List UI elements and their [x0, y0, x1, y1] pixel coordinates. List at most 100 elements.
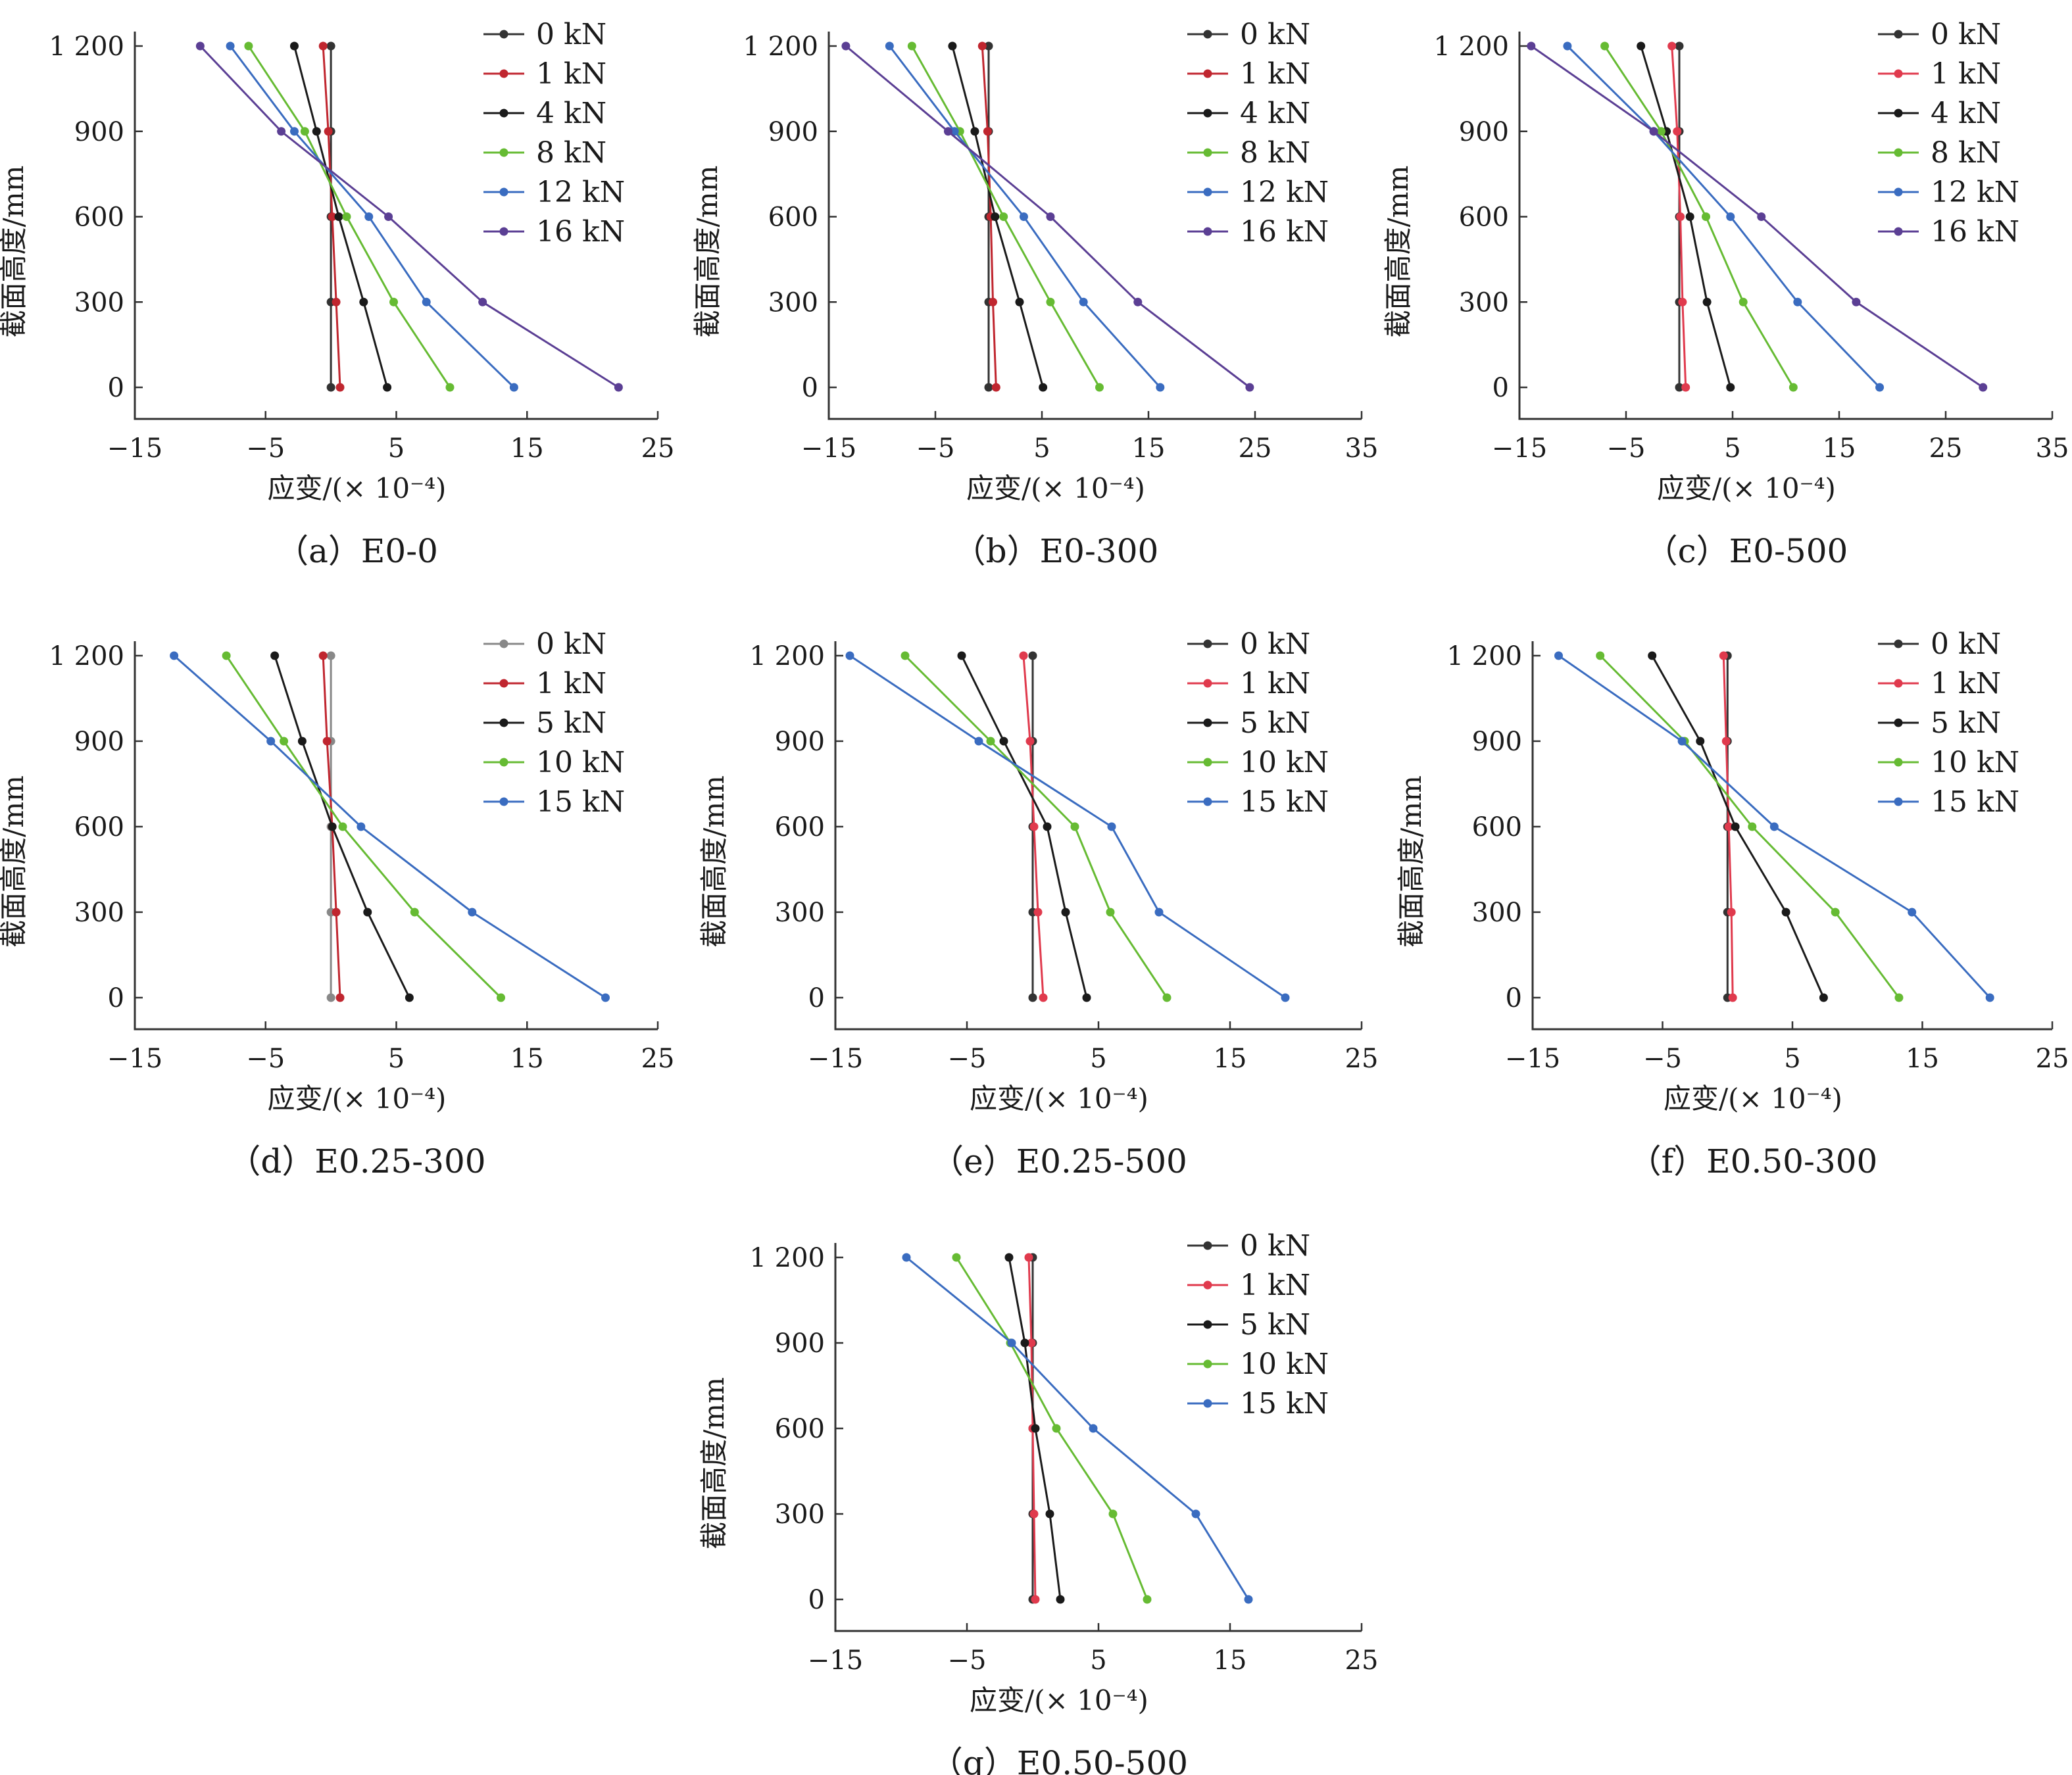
data-point — [1025, 737, 1035, 746]
data-point — [1702, 212, 1710, 221]
legend-marker — [1894, 109, 1903, 118]
legend-label: 15 kN — [536, 785, 625, 819]
panel-caption: （e）E0.25-500 — [931, 1142, 1187, 1180]
legend-marker — [1894, 679, 1903, 688]
y-tick-label: 600 — [1472, 812, 1522, 842]
legend-marker — [1203, 187, 1212, 197]
data-point — [1031, 1424, 1040, 1433]
y-tick-label: 600 — [1459, 203, 1509, 233]
data-point — [322, 737, 332, 746]
data-point — [1527, 41, 1536, 51]
legend-marker — [1894, 30, 1903, 39]
legend-marker — [1203, 1320, 1212, 1329]
x-tick-label: 15 — [1132, 433, 1166, 464]
data-point — [952, 1253, 961, 1262]
legend-label: 12 kN — [1240, 176, 1329, 209]
data-point — [1908, 908, 1917, 917]
x-axis-label: 应变/(× 10⁻⁴) — [966, 472, 1145, 504]
data-point — [363, 908, 372, 917]
data-point — [1726, 383, 1735, 392]
data-point — [1894, 993, 1904, 1002]
legend-label: 8 kN — [1931, 136, 2001, 170]
data-point — [1831, 908, 1840, 917]
legend-marker — [1203, 639, 1212, 648]
data-point — [983, 127, 992, 136]
data-point — [1004, 1253, 1014, 1262]
x-tick-label: 25 — [1345, 1044, 1379, 1074]
y-axis-label: 截面高度/mm — [1382, 166, 1414, 338]
data-point — [357, 822, 366, 831]
x-tick-label: 25 — [641, 433, 675, 464]
legend: 0 kN 1 kN 5 kN 10 kN 15 kN — [1878, 627, 2019, 819]
data-point — [266, 737, 276, 746]
legend-label: 10 kN — [1240, 746, 1329, 779]
y-tick-label: 0 — [808, 1585, 825, 1615]
x-tick-label: 25 — [1239, 433, 1272, 464]
data-point — [1191, 1509, 1200, 1519]
x-tick-label: 15 — [1906, 1044, 1939, 1074]
panel-caption: （f）E0.50-300 — [1629, 1142, 1878, 1180]
legend-marker — [499, 148, 508, 157]
data-point — [1046, 212, 1055, 221]
data-point — [907, 41, 916, 51]
data-point — [974, 737, 983, 746]
data-point — [270, 651, 280, 660]
series-15-kN — [845, 651, 1290, 1002]
data-point — [342, 212, 351, 221]
legend-marker — [1203, 69, 1212, 78]
series-15-kN — [1554, 651, 1994, 1002]
legend-marker — [499, 639, 508, 648]
data-point — [422, 297, 431, 306]
legend-label: 0 kN — [1931, 18, 2001, 51]
series-4-kN — [948, 41, 1048, 392]
legend-label: 4 kN — [1931, 97, 2001, 130]
data-point — [334, 212, 343, 221]
series-15-kN — [170, 651, 610, 1002]
legend-label: 16 kN — [1931, 215, 2019, 249]
series-16-kN — [195, 41, 623, 392]
data-point — [1108, 1509, 1118, 1519]
chart-panel-1: 0 300 600 900 1 200 −15 −5 5 15 25 应变/(× 10⁻⁴) 截面高度… — [0, 18, 674, 570]
legend-label: 16 kN — [1240, 215, 1329, 249]
x-tick-label: 25 — [2036, 1044, 2069, 1074]
chart-panel-2: 0 300 600 900 1 200 −15 −5 5 15 25 35 应变/(× 10⁻⁴) 截面… — [691, 18, 1378, 570]
y-tick-label: 300 — [768, 287, 818, 318]
data-point — [950, 127, 959, 136]
data-point — [1070, 822, 1079, 831]
legend-label: 0 kN — [1240, 18, 1310, 51]
legend: 0 kN 1 kN 5 kN 10 kN 15 kN — [1187, 1229, 1329, 1421]
data-point — [1696, 737, 1705, 746]
x-tick-label: 5 — [1090, 1645, 1106, 1676]
data-point — [902, 1253, 911, 1262]
legend-marker — [499, 718, 508, 727]
legend-marker — [499, 30, 508, 39]
legend-marker — [1203, 797, 1212, 806]
data-point — [601, 993, 610, 1002]
legend-label: 0 kN — [1931, 627, 2001, 661]
series-line — [1566, 45, 1881, 389]
x-tick-label: −5 — [1607, 433, 1646, 464]
data-point — [1029, 822, 1039, 831]
data-point — [1046, 297, 1055, 306]
data-point — [222, 651, 231, 660]
x-tick-label: −5 — [948, 1044, 987, 1074]
data-point — [384, 212, 393, 221]
data-point — [1033, 908, 1043, 917]
legend-marker — [1203, 30, 1212, 39]
y-tick-label: 300 — [74, 287, 124, 318]
y-tick-label: 300 — [775, 898, 825, 928]
y-tick-label: 1 200 — [49, 32, 124, 62]
x-tick-label: 15 — [510, 433, 544, 464]
legend-label: 1 kN — [536, 667, 606, 700]
legend-label: 0 kN — [1240, 1229, 1310, 1263]
data-point — [1133, 297, 1143, 306]
series-line — [955, 1257, 1148, 1600]
data-point — [991, 212, 1000, 221]
series-12-kN — [226, 41, 518, 392]
series-line — [906, 1256, 1250, 1600]
data-point — [289, 127, 299, 136]
data-point — [318, 651, 328, 660]
series-12-kN — [885, 41, 1165, 392]
data-point — [1600, 41, 1610, 51]
series-12-kN — [1563, 41, 1885, 392]
